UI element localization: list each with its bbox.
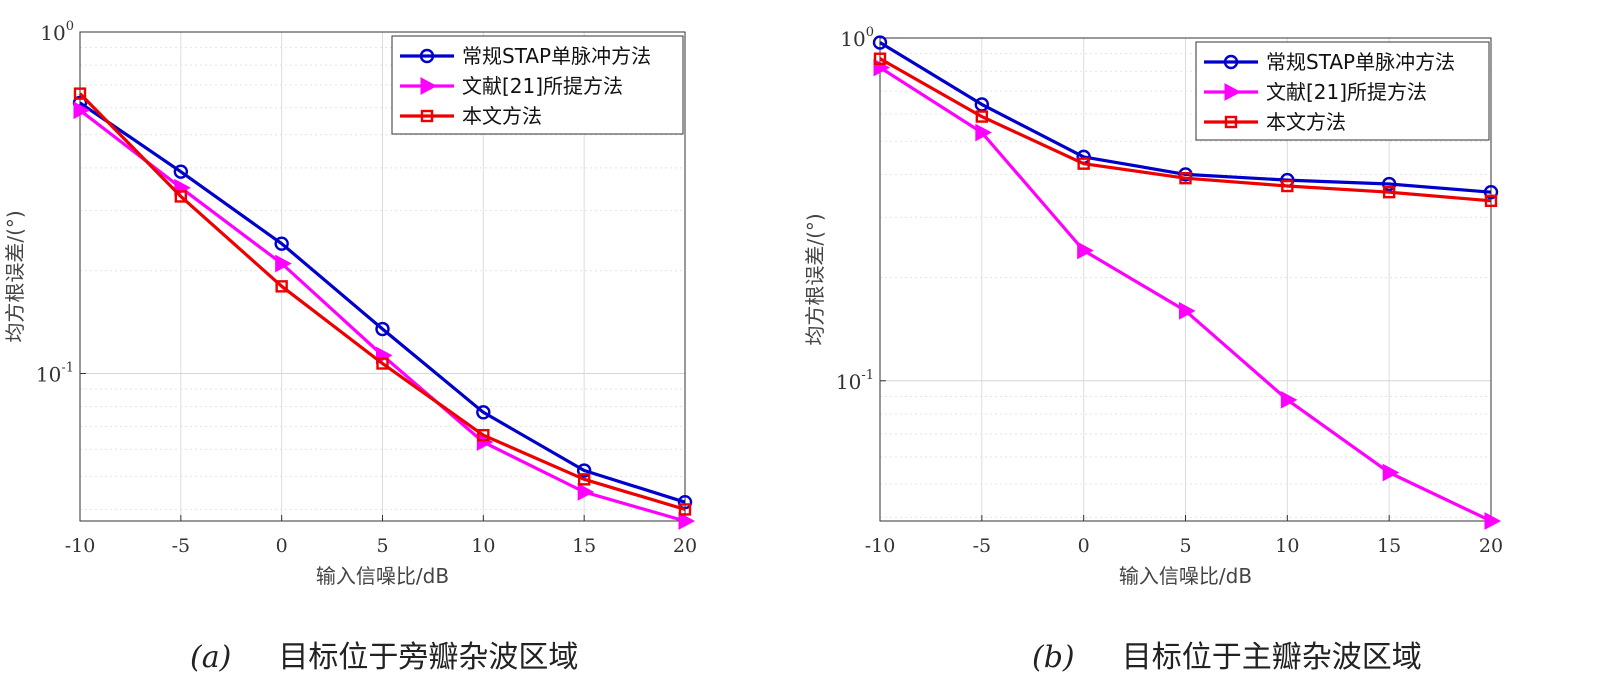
- x-tick-label: 5: [376, 535, 388, 557]
- data-point: [174, 190, 188, 203]
- data-point: [274, 236, 289, 251]
- data-point: [577, 483, 595, 501]
- series-2: [73, 101, 696, 530]
- data-point: [476, 405, 491, 420]
- data-point: [275, 280, 288, 293]
- x-tick-label: 15: [1377, 535, 1401, 557]
- x-tick-label: 0: [1078, 535, 1090, 557]
- data-point: [1381, 176, 1397, 192]
- legend-marker: [1224, 83, 1242, 101]
- data-point: [1280, 391, 1298, 409]
- data-point: [577, 473, 591, 486]
- caption-b-tag: (b): [1032, 640, 1075, 675]
- data-point: [275, 254, 292, 273]
- y-axis-label: 均方根误差/(°): [803, 213, 827, 345]
- data-point: [1484, 512, 1502, 530]
- caption-a-text: 目标位于旁瓣杂波区域: [278, 640, 579, 675]
- chart-b: -10 -5 0 5 10 15 2010010-1输入信噪比/dB均方根误差/(°)常规S…: [803, 25, 1503, 588]
- y-tick-base: 10: [840, 27, 865, 51]
- data-point: [73, 87, 87, 100]
- y-tick-exp: -1: [861, 368, 874, 383]
- data-point: [1077, 157, 1090, 170]
- caption-b-text: 目标位于主瓣杂波区域: [1121, 640, 1422, 675]
- x-axis-label: 输入信噪比/dB: [316, 564, 449, 588]
- data-point: [1382, 463, 1400, 482]
- legend-label: 本文方法: [462, 104, 542, 128]
- series-line: [79, 101, 686, 504]
- x-tick-label: 20: [673, 535, 697, 557]
- data-point: [872, 35, 888, 50]
- legend-label: 常规STAP单脉冲方法: [462, 44, 651, 68]
- data-point: [477, 428, 490, 442]
- data-point: [376, 357, 389, 370]
- x-tick-label: 10: [471, 535, 495, 557]
- x-tick-label: 15: [572, 535, 596, 557]
- data-point: [1179, 171, 1192, 185]
- data-point: [975, 110, 989, 123]
- series-3: [73, 87, 692, 516]
- series-3: [873, 52, 1498, 208]
- caption-b: (b) 目标位于主瓣杂波区域: [1032, 632, 1422, 676]
- x-tick-label: 20: [1479, 535, 1503, 557]
- data-point: [73, 101, 91, 120]
- y-tick-exp: 0: [866, 25, 874, 40]
- legend-marker: [1224, 115, 1238, 129]
- x-axis-label: 输入信噪比/dB: [1119, 564, 1252, 588]
- legend-label: 常规STAP单脉冲方法: [1266, 50, 1455, 74]
- data-point: [1382, 185, 1396, 199]
- data-point: [1484, 194, 1498, 208]
- x-tick-label: -10: [65, 535, 96, 557]
- y-tick-base: 10: [40, 21, 65, 45]
- data-point: [975, 123, 992, 142]
- y-tick-label: 10-1: [36, 361, 74, 387]
- legend-marker: [1223, 54, 1239, 70]
- data-point: [476, 433, 494, 451]
- legend-marker: [419, 48, 435, 64]
- y-tick-label: 10-1: [836, 368, 874, 394]
- data-point: [1483, 184, 1499, 200]
- data-point: [1077, 241, 1094, 260]
- data-point: [678, 503, 692, 516]
- x-tick-label: 5: [1179, 535, 1191, 557]
- data-point: [576, 463, 592, 478]
- series-line: [879, 57, 1492, 203]
- data-point: [1179, 302, 1196, 320]
- series-line: [879, 41, 1492, 194]
- y-tick-label: 100: [840, 25, 874, 51]
- y-tick-exp: 0: [66, 19, 74, 34]
- x-tick-label: 0: [276, 535, 288, 557]
- legend-label: 文献[21]所提方法: [462, 74, 623, 98]
- series-line: [78, 92, 686, 511]
- y-tick-base: 10: [836, 370, 861, 394]
- y-axis-label: 均方根误差/(°): [3, 210, 27, 342]
- y-tick-label: 100: [40, 19, 74, 45]
- legend-label: 文献[21]所提方法: [1266, 80, 1427, 104]
- data-point: [173, 164, 189, 179]
- legend-label: 本文方法: [1266, 110, 1346, 134]
- x-tick-label: -5: [973, 535, 992, 557]
- x-tick-label: 10: [1275, 535, 1299, 557]
- chart-a: -10 -5 0 5 10 15 2010010-1输入信噪比/dB均方根误差/(°)常规S…: [3, 19, 697, 588]
- data-point: [678, 512, 696, 530]
- caption-a: (a) 目标位于旁瓣杂波区域: [190, 632, 578, 676]
- caption-a-tag: (a): [190, 640, 232, 675]
- data-point: [375, 321, 390, 337]
- legend-marker: [420, 77, 438, 95]
- x-tick-label: -5: [172, 535, 191, 557]
- y-tick-exp: -1: [61, 361, 74, 376]
- data-point: [1281, 179, 1294, 193]
- y-tick-base: 10: [36, 363, 61, 387]
- data-point: [873, 52, 887, 65]
- legend-marker: [420, 109, 434, 123]
- x-tick-label: -10: [865, 535, 896, 557]
- series-2: [873, 58, 1502, 530]
